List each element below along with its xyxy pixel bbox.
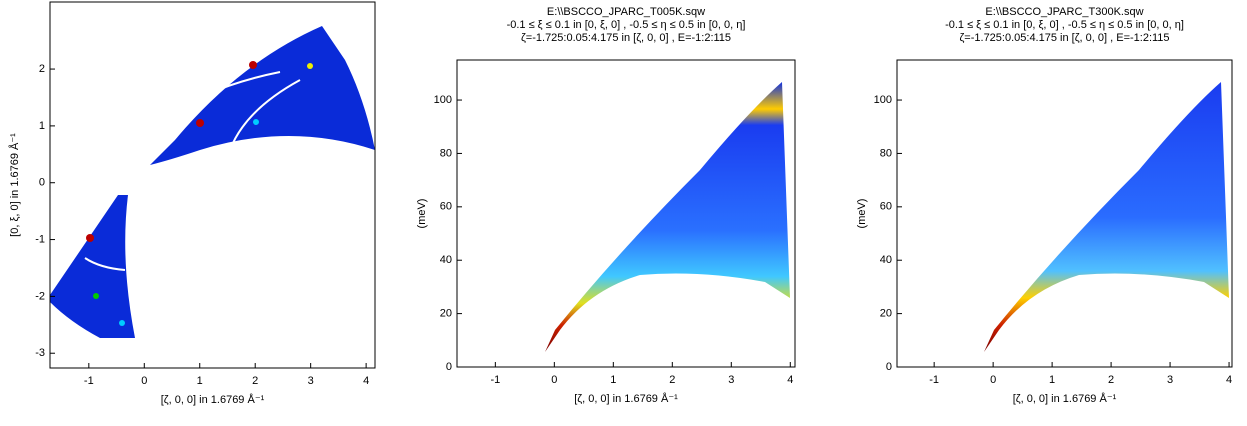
x-tick-label: 1: [1049, 374, 1055, 386]
y-tick-label: 20: [880, 308, 892, 320]
x-tick-label: 0: [551, 374, 557, 386]
x-axis-label: [ζ, 0, 0] in 1.6769 Å⁻¹: [1013, 392, 1117, 405]
x-tick-label: 2: [252, 375, 258, 387]
y-tick-label: 60: [440, 201, 452, 213]
y-axis-label: (meV): [416, 199, 428, 229]
y-tick-label: 80: [440, 147, 452, 159]
y-tick-label: 1: [39, 120, 45, 132]
x-tick-label: -1: [84, 375, 94, 387]
coverage-region: [984, 82, 1229, 352]
x-tick-label: 2: [1108, 374, 1114, 386]
y-tick-label: 0: [39, 177, 45, 189]
y-tick-label: 2: [39, 63, 45, 75]
x-tick-label: 3: [1167, 374, 1173, 386]
coverage-region: [545, 82, 790, 352]
x-tick-label: 3: [728, 374, 734, 386]
x-tick-label: 4: [1226, 374, 1232, 386]
y-tick-label: 40: [880, 254, 892, 266]
y-tick-label: -1: [35, 233, 45, 245]
chart-title: -0.1 ≤ ξ ≤ 0.1 in [0, ξ, 0] , -0.5 ≤ η ≤…: [945, 19, 1184, 31]
y-tick-label: 0: [886, 361, 892, 373]
x-tick-label: 4: [787, 374, 793, 386]
y-tick-label: 40: [440, 254, 452, 266]
y-tick-label: 0: [446, 361, 452, 373]
x-axis-label: [ζ, 0, 0] in 1.6769 Å⁻¹: [161, 393, 265, 406]
chart-title: E:\\BSCCO_JPARC_T005K.sqw: [547, 6, 705, 18]
x-tick-label: -1: [490, 374, 500, 386]
y-axis-label: (meV): [856, 199, 868, 229]
coverage-region: [50, 26, 375, 338]
x-tick-label: 3: [308, 375, 314, 387]
x-tick-label: 0: [141, 375, 147, 387]
x-tick-label: 1: [197, 375, 203, 387]
axes-frame: [49, 1, 376, 369]
chart-title: ζ=-1.725:0.05:4.175 in [ζ, 0, 0] , E=-1:…: [959, 32, 1169, 44]
y-axis-label: [0, ξ, 0] in 1.6769 Å⁻¹: [8, 133, 21, 237]
y-tick-label: 60: [880, 201, 892, 213]
axes-frame: [896, 59, 1233, 368]
x-tick-label: 2: [669, 374, 675, 386]
y-tick-label: -2: [35, 290, 45, 302]
x-axis-label: [ζ, 0, 0] in 1.6769 Å⁻¹: [574, 392, 678, 405]
y-tick-label: 100: [434, 94, 452, 106]
y-tick-label: 20: [440, 308, 452, 320]
x-tick-label: 1: [610, 374, 616, 386]
chart-title: -0.1 ≤ ξ ≤ 0.1 in [0, ξ, 0] , -0.5 ≤ η ≤…: [507, 19, 746, 31]
y-tick-label: 80: [880, 147, 892, 159]
chart-title: E:\\BSCCO_JPARC_T300K.sqw: [985, 6, 1143, 18]
axes-frame: [456, 59, 796, 368]
x-tick-label: 0: [990, 374, 996, 386]
y-tick-label: 100: [874, 94, 892, 106]
x-tick-label: -1: [929, 374, 939, 386]
chart-title: ζ=-1.725:0.05:4.175 in [ζ, 0, 0] , E=-1:…: [521, 32, 731, 44]
x-tick-label: 4: [363, 375, 369, 387]
y-tick-label: -3: [35, 347, 45, 359]
